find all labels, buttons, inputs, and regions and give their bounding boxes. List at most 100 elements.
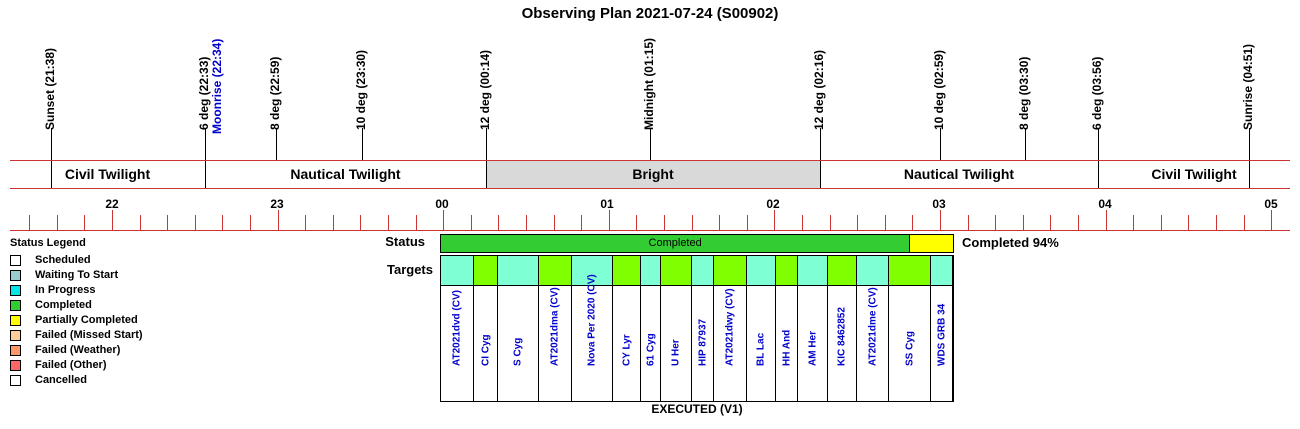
target-column[interactable]: SS Cyg [889,256,931,401]
status-completed-segment: Completed [441,235,910,252]
target-name-link[interactable]: CI Cyg [480,334,491,366]
minor-tick [1271,210,1272,230]
legend-swatch [10,270,21,281]
completion-percent: Completed 94% [962,235,1059,250]
minor-tick [57,215,58,230]
legend-item: Cancelled [10,373,143,388]
hour-label: 01 [600,197,614,211]
target-status-swatch [857,256,889,286]
target-name-link[interactable]: AT2021dma (CV) [549,287,561,366]
event-label: 10 deg (23:30) [354,49,368,130]
target-name-link[interactable]: Nova Per 2020 (CV) [586,274,598,366]
target-column[interactable]: AT2021dme (CV) [857,256,889,401]
target-status-swatch [714,256,747,286]
target-column[interactable]: 61 Cyg [641,256,661,401]
target-name-cell: HH And [776,286,798,401]
target-status-swatch [641,256,661,286]
executed-label: EXECUTED (V1) [651,402,743,416]
target-column[interactable]: HH And [776,256,798,401]
targets-table: AT2021dvd (CV) CI Cyg S Cyg AT2021dma (CV) N… [440,255,954,402]
target-status-swatch [498,256,539,286]
target-column[interactable]: AT2021dwy (CV) [714,256,747,401]
minor-tick [140,215,141,230]
minor-tick [940,210,941,230]
minor-tick [360,215,361,230]
timeline-mid-line [10,188,1290,189]
event-tick [1025,128,1026,160]
status-partial-segment [909,235,953,252]
legend-title: Status Legend [10,237,86,249]
target-name-link[interactable]: AT2021dme (CV) [867,287,878,366]
target-column[interactable]: BL Lac [747,256,776,401]
target-name-link[interactable]: S Cyg [512,337,524,366]
target-status-swatch [441,256,474,286]
band-separator [1249,161,1250,188]
minor-tick [581,215,582,230]
target-name-link[interactable]: WDS GRB 34 [936,303,947,366]
target-column[interactable]: CI Cyg [474,256,498,401]
event-label: Midnight (01:15) [642,38,656,130]
minor-tick [1023,215,1024,230]
legend-label: Waiting To Start [35,269,119,281]
legend-swatch [10,375,21,386]
target-status-swatch [474,256,498,286]
band-civil-twilight: Civil Twilight [1151,166,1237,182]
minor-tick [222,215,223,230]
target-column[interactable]: WDS GRB 34 [931,256,953,401]
target-name-link[interactable]: U Her [670,339,682,366]
minor-tick [333,215,334,230]
minor-tick [1078,215,1079,230]
legend-item: Failed (Weather) [10,343,143,358]
target-status-swatch [613,256,641,286]
target-name-cell: AT2021dma (CV) [539,286,572,401]
minor-tick [554,215,555,230]
legend-swatch [10,315,21,326]
target-name-link[interactable]: CY Lyr [621,334,632,366]
minor-tick [112,210,113,230]
legend-label: Failed (Missed Start) [35,329,143,341]
target-status-swatch [798,256,828,286]
target-column[interactable]: U Her [661,256,692,401]
target-status-swatch [661,256,692,286]
minor-tick [195,215,196,230]
target-column[interactable]: HIP 87937 [692,256,714,401]
minor-tick [1133,215,1134,230]
hour-label: 03 [932,197,946,211]
minor-tick [1161,215,1162,230]
target-name-cell: AT2021dvd (CV) [441,286,474,401]
target-column[interactable]: KIC 8462852 [828,256,857,401]
event-tick [276,128,277,160]
target-status-swatch [747,256,776,286]
target-name-link[interactable]: AM Her [807,330,818,366]
minor-tick [1106,210,1107,230]
target-name-link[interactable]: 61 Cyg [645,333,656,366]
target-name-link[interactable]: AT2021dwy (CV) [724,288,736,366]
minor-tick [1050,215,1051,230]
status-bar: Completed [440,234,954,253]
minor-tick [802,215,803,230]
band-nautical-twilight: Nautical Twilight [290,166,401,182]
minor-tick [416,215,417,230]
target-column[interactable]: S Cyg [498,256,539,401]
minor-tick [388,215,389,230]
event-tick [650,128,651,160]
target-column[interactable]: AT2021dvd (CV) [441,256,474,401]
target-name-link[interactable]: SS Cyg [904,330,915,366]
hour-label: 04 [1098,197,1112,211]
target-name-link[interactable]: KIC 8462852 [836,307,848,366]
legend-item: In Progress [10,283,143,298]
target-column[interactable]: AM Her [798,256,828,401]
minor-tick [1216,215,1217,230]
event-label: Sunrise (04:51) [1241,43,1255,130]
target-column[interactable]: Nova Per 2020 (CV) [572,256,613,401]
target-status-swatch [692,256,714,286]
minor-tick [84,215,85,230]
target-name-link[interactable]: AT2021dvd (CV) [451,290,463,366]
band-separator [205,161,206,188]
target-column[interactable]: AT2021dma (CV) [539,256,572,401]
target-name-cell: 61 Cyg [641,286,661,401]
target-name-link[interactable]: HH And [781,329,792,366]
target-name-link[interactable]: HIP 87937 [697,318,708,366]
target-column[interactable]: CY Lyr [613,256,641,401]
target-name-link[interactable]: BL Lac [755,332,767,366]
